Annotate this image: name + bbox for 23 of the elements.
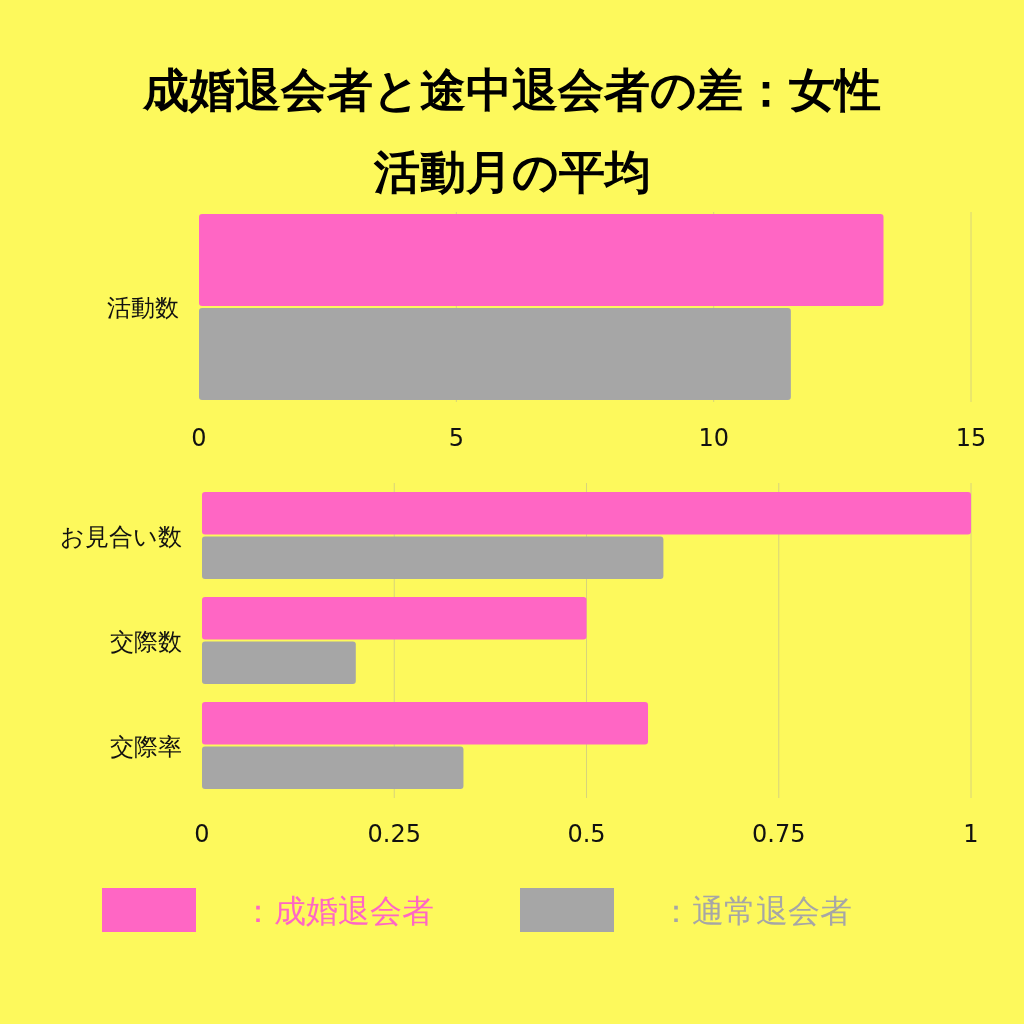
x-tick-label: 5 (448, 424, 464, 452)
x-tick-label: 1 (963, 820, 979, 848)
bar (202, 597, 587, 640)
bar (202, 536, 664, 579)
chart-title: 成婚退会者と途中退会者の差：女性 (142, 63, 881, 117)
y-tick-label: 交際数 (110, 627, 182, 656)
legend-label: ：通常退会者 (660, 892, 852, 930)
y-tick-label: 活動数 (107, 294, 179, 322)
x-tick-label: 0.5 (567, 820, 606, 848)
x-tick-label: 10 (698, 424, 729, 452)
bar (202, 492, 971, 535)
y-tick-label: お見合い数 (60, 522, 182, 551)
x-tick-label: 0.75 (752, 820, 806, 848)
x-tick-label: 0 (194, 820, 210, 848)
x-tick-label: 15 (955, 424, 987, 452)
legend-label: ：成婚退会者 (242, 892, 434, 930)
bar (202, 641, 356, 684)
chart-subtitle: 活動月の平均 (372, 145, 651, 199)
x-tick-label: 0.25 (367, 820, 421, 848)
bar (202, 746, 464, 789)
bar (202, 702, 649, 745)
x-tick-label: 0 (191, 424, 207, 452)
y-tick-label: 交際率 (110, 732, 182, 761)
